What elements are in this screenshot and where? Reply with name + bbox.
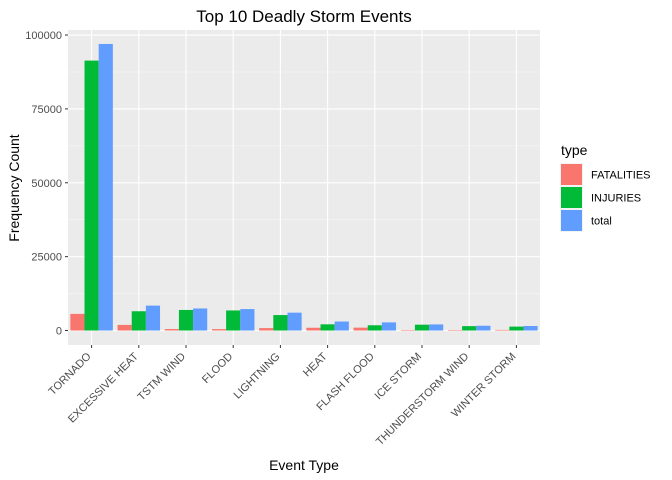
chart-title: Top 10 Deadly Storm Events [196,7,411,26]
bar-injuries [84,60,99,331]
plot-panel [68,30,540,345]
bar-fatalities [70,313,85,331]
legend-swatch-total [561,210,582,231]
bar-fatalities [400,330,415,331]
legend-title: type [561,142,588,158]
bar-total [145,305,161,331]
y-tick-label: 0 [56,326,62,338]
x-tick-label: LIGHTNING [232,351,283,402]
bar-total [476,325,491,331]
legend-label: INJURIES [591,193,641,205]
legend-swatch-fatalities [561,164,582,185]
bar-total [429,324,444,331]
bar-fatalities [164,329,179,331]
bar-fatalities [495,329,510,331]
bar-injuries [320,324,335,331]
x-tick-label: TSTM WIND [136,351,189,404]
y-tick-label: 50000 [31,178,62,190]
legend-label: FATALITIES [591,170,651,182]
bar-injuries [462,326,477,331]
x-tick-label: TORNADO [46,350,94,398]
bar-injuries [509,326,524,331]
x-tick-label: ICE STORM [373,351,425,403]
y-tick-label: 75000 [31,104,62,116]
x-axis-title: Event Type [269,457,339,473]
x-tick-label: HEAT [301,350,330,379]
bar-injuries [131,311,146,331]
bar-total [240,309,255,331]
bar-fatalities [117,324,132,331]
bar-total [381,322,397,331]
bar-fatalities [259,328,274,331]
legend: type FATALITIES INJURIES total [560,142,651,232]
bars [70,43,538,331]
bar-total [334,321,349,331]
bar-injuries [273,315,288,331]
x-tick-label: THUNDERSTORM WIND [374,351,471,448]
legend-swatch-injuries [561,187,582,208]
bar-total [193,308,208,331]
y-axis-title: Frequency Count [6,134,22,242]
x-tick-label: FLOOD [200,351,235,386]
y-tick-label: 100000 [25,30,62,42]
bar-fatalities [447,330,463,331]
minor-gridlines [68,71,540,294]
y-axis-ticks: 0 25000 50000 75000 100000 [25,30,68,338]
legend-label: total [591,216,612,228]
bar-total [98,43,113,331]
bar-fatalities [211,329,227,331]
bar-fatalities [353,327,368,331]
bar-injuries [178,309,194,331]
bar-total [523,326,538,331]
bar-total [287,312,302,331]
bar-injuries [367,325,382,331]
bar-injuries [414,324,430,331]
bar-fatalities [306,327,321,331]
y-tick-label: 25000 [31,252,62,264]
bar-injuries [226,310,241,331]
